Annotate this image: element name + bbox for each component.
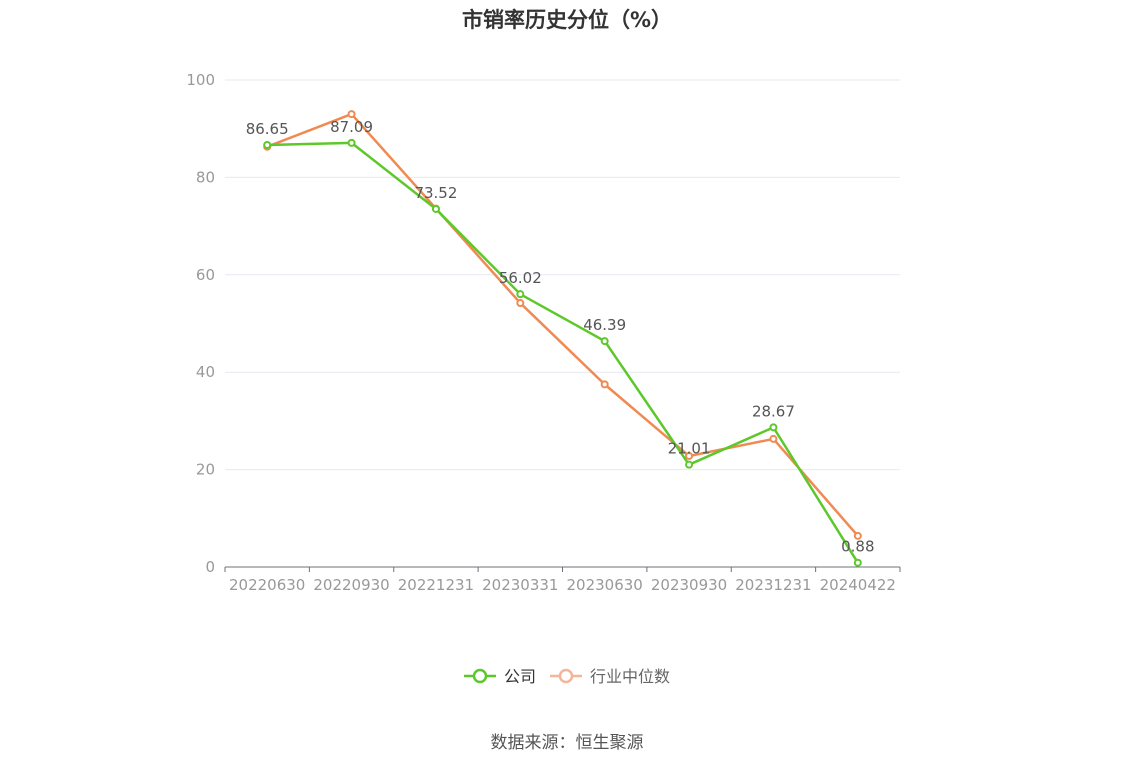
legend-label: 公司 — [504, 667, 536, 686]
x-tick-label: 20220930 — [313, 576, 389, 594]
x-tick-label: 20220630 — [229, 576, 305, 594]
data-label: 56.02 — [499, 269, 542, 287]
data-label-layer: 86.65 87.09 73.52 56.02 46.39 21.01 28.67 0.88 — [246, 118, 875, 556]
data-label: 0.88 — [841, 538, 874, 556]
x-tick-label: 20230331 — [482, 576, 558, 594]
industry-point[interactable] — [600, 380, 609, 389]
company-point[interactable] — [263, 141, 272, 150]
industry-point[interactable] — [347, 110, 356, 119]
y-tick-label: 100 — [186, 71, 215, 89]
x-tick-label: 20221231 — [398, 576, 474, 594]
company-point[interactable] — [516, 290, 525, 299]
legend-label: 行业中位数 — [590, 667, 670, 686]
legend-item-company[interactable]: 公司 — [464, 667, 536, 686]
chart-title: 市销率历史分位（%） — [461, 8, 673, 32]
legend-marker-icon — [472, 668, 488, 684]
company-point[interactable] — [685, 460, 694, 469]
data-label: 73.52 — [414, 184, 457, 202]
industry-point[interactable] — [769, 434, 778, 443]
y-tick-label: 0 — [205, 558, 215, 576]
y-tick-label: 40 — [196, 363, 215, 381]
industry-series-line — [266, 112, 859, 537]
grid-layer — [225, 79, 900, 471]
company-point[interactable] — [431, 204, 440, 213]
legend-item-industry[interactable]: 行业中位数 — [550, 667, 670, 686]
data-label: 21.01 — [668, 440, 711, 458]
company-point[interactable] — [600, 337, 609, 346]
industry-point[interactable] — [853, 531, 862, 540]
x-tick-label: 20230930 — [651, 576, 727, 594]
data-label: 28.67 — [752, 402, 795, 420]
data-label: 46.39 — [583, 316, 626, 334]
legend-marker-icon — [558, 668, 574, 684]
legend: 公司 行业中位数 — [464, 667, 670, 686]
company-point[interactable] — [347, 138, 356, 147]
line-chart: 0 20 40 60 80 100 20220630 20220930 20221231 2023… — [186, 71, 901, 686]
industry-point[interactable] — [516, 299, 525, 308]
y-tick-label: 80 — [196, 168, 215, 186]
y-tick-label: 60 — [196, 266, 215, 284]
data-source: 数据来源：恒生聚源 — [490, 733, 644, 753]
company-point[interactable] — [769, 423, 778, 432]
x-tick-label: 20231231 — [735, 576, 811, 594]
axis-layer: 0 20 40 60 80 100 20220630 20220930 20221231 2023… — [186, 71, 901, 594]
company-point[interactable] — [853, 558, 862, 567]
x-tick-label: 20240422 — [820, 576, 896, 594]
data-label: 86.65 — [246, 120, 289, 138]
x-tick-label: 20230630 — [567, 576, 643, 594]
company-series-line — [267, 141, 859, 564]
y-tick-label: 20 — [196, 461, 215, 479]
series-layer — [263, 110, 862, 567]
data-label: 87.09 — [330, 118, 373, 136]
industry-point[interactable] — [685, 451, 694, 460]
